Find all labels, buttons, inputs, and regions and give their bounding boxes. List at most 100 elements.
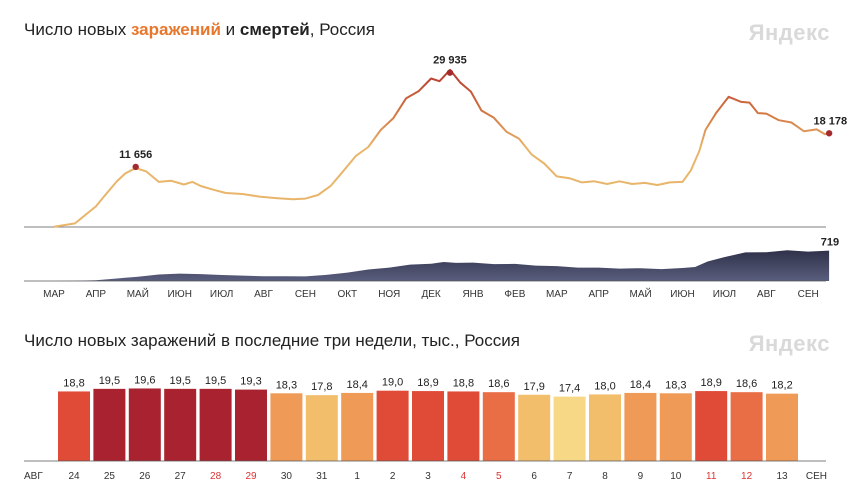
bar[interactable] [730, 392, 763, 461]
bar-value-label: 18,0 [594, 380, 615, 392]
bar-value-label: 19,0 [382, 377, 403, 389]
bar-day-label: 29 [245, 471, 257, 482]
bar[interactable] [659, 393, 692, 461]
month-tick-label: АПР [588, 289, 609, 300]
bar-day-label: 7 [567, 471, 573, 482]
bar-day-label: 4 [461, 471, 467, 482]
bar-value-label: 19,5 [99, 375, 120, 387]
bar-day-label: 11 [706, 471, 717, 482]
infections-peak-label: 29 935 [433, 55, 467, 67]
title-infections-word: заражений [130, 20, 221, 39]
infections-plot: 11 656 29 935 18 178 [24, 55, 847, 228]
deaths-area [54, 250, 830, 281]
bars-end-month: СЕН [806, 471, 827, 482]
title-deaths-word: смертей [239, 20, 310, 39]
infections-peak-marker [132, 163, 139, 171]
month-axis: МАР АПР МАЙ ИЮН ИЮЛ АВГ СЕН ОКТ НОЯ ДЕК ЯНВ ФЕВ МАР А… [43, 287, 819, 300]
month-tick-label: АВГ [254, 289, 273, 300]
bar-value-label: 18,6 [736, 378, 757, 390]
bars-start-month: АВГ [24, 471, 43, 482]
bar-value-label: 18,9 [700, 377, 721, 389]
bar[interactable] [553, 396, 586, 461]
bar-value-label: 18,9 [417, 377, 438, 389]
bar-day-label: 24 [68, 471, 80, 482]
bar[interactable] [164, 388, 197, 461]
deaths-last-label: 719 [821, 237, 839, 249]
bar-day-label: 31 [316, 471, 328, 482]
bar[interactable] [341, 392, 374, 461]
bar-value-label: 17,4 [559, 383, 580, 395]
three-weeks-bar-plot: 18,82419,52519,62619,52719,52819,32918,3… [24, 374, 827, 482]
bar-value-label: 18,3 [665, 379, 686, 391]
bar-day-label: 30 [281, 471, 293, 482]
month-tick-label: МАЙ [127, 287, 149, 300]
month-tick-label: СЕН [295, 289, 316, 300]
bar[interactable] [518, 394, 551, 461]
bar-value-label: 19,5 [169, 375, 190, 387]
bar-value-label: 18,8 [63, 377, 84, 389]
title-mid: и [220, 20, 240, 39]
yandex-logo-bottom[interactable]: Яндекс [748, 331, 830, 356]
bar[interactable] [376, 390, 409, 461]
month-tick-label: ОКТ [337, 289, 357, 300]
month-tick-label: ИЮЛ [210, 289, 233, 300]
bar[interactable] [482, 392, 515, 461]
month-tick-label: МАР [546, 289, 568, 300]
bar[interactable] [589, 394, 621, 461]
bar-day-label: 5 [496, 471, 502, 482]
bar-value-label: 18,3 [276, 379, 297, 391]
bar-value-label: 18,4 [630, 379, 651, 391]
month-tick-label: ФЕВ [504, 289, 525, 300]
bar-day-label: 2 [390, 471, 396, 482]
bar[interactable] [235, 389, 267, 461]
bar-value-label: 17,9 [523, 381, 544, 393]
bar-day-label: 1 [354, 471, 360, 482]
yandex-logo[interactable]: Яндекс [748, 20, 830, 45]
bar[interactable] [412, 391, 444, 461]
title-prefix: Число новых [24, 20, 131, 39]
month-tick-label: АВГ [757, 289, 776, 300]
bar[interactable] [128, 388, 161, 461]
bar[interactable] [624, 392, 657, 461]
month-tick-label: ИЮН [167, 289, 192, 300]
bar-day-label: 13 [776, 471, 788, 482]
infections-peak-marker [825, 130, 833, 137]
infections-peak-label: 18 178 [813, 115, 847, 127]
bar[interactable] [447, 391, 480, 461]
bar-value-label: 18,6 [488, 378, 509, 390]
infections-line [53, 68, 830, 228]
bar-day-label: 12 [741, 471, 753, 482]
month-tick-label: МАЙ [630, 287, 652, 300]
bar[interactable] [695, 391, 728, 461]
month-tick-label: ИЮН [670, 289, 695, 300]
month-tick-label: ЯНВ [462, 289, 483, 300]
deaths-plot: 719 [24, 237, 839, 282]
bar-day-label: 27 [175, 471, 187, 482]
bar-value-label: 19,3 [240, 376, 261, 388]
bar[interactable] [270, 393, 303, 461]
bar-value-label: 18,8 [453, 377, 474, 389]
bar-day-label: 6 [531, 471, 537, 482]
bar-day-label: 28 [210, 471, 222, 482]
bar[interactable] [58, 391, 90, 461]
title-suffix: , Россия [309, 20, 375, 39]
infections-peak-marker [446, 69, 454, 76]
bar[interactable] [93, 388, 126, 461]
bar-value-label: 18,4 [346, 379, 367, 391]
bar[interactable] [199, 388, 232, 461]
bar-value-label: 17,8 [311, 381, 332, 393]
bar-value-label: 19,6 [134, 374, 155, 386]
month-tick-label: СЕН [798, 289, 819, 300]
month-tick-label: НОЯ [378, 289, 400, 300]
bar[interactable] [305, 395, 338, 461]
month-tick-label: АПР [86, 289, 107, 300]
bar-day-label: 10 [670, 471, 682, 482]
infections-peak-label: 11 656 [119, 149, 152, 161]
bar-value-label: 18,2 [771, 380, 792, 392]
month-tick-label: ИЮЛ [713, 289, 736, 300]
bar-day-label: 8 [602, 471, 608, 482]
bar-day-label: 26 [139, 471, 151, 482]
bar[interactable] [766, 393, 798, 461]
month-tick-label: ДЕК [421, 289, 440, 300]
